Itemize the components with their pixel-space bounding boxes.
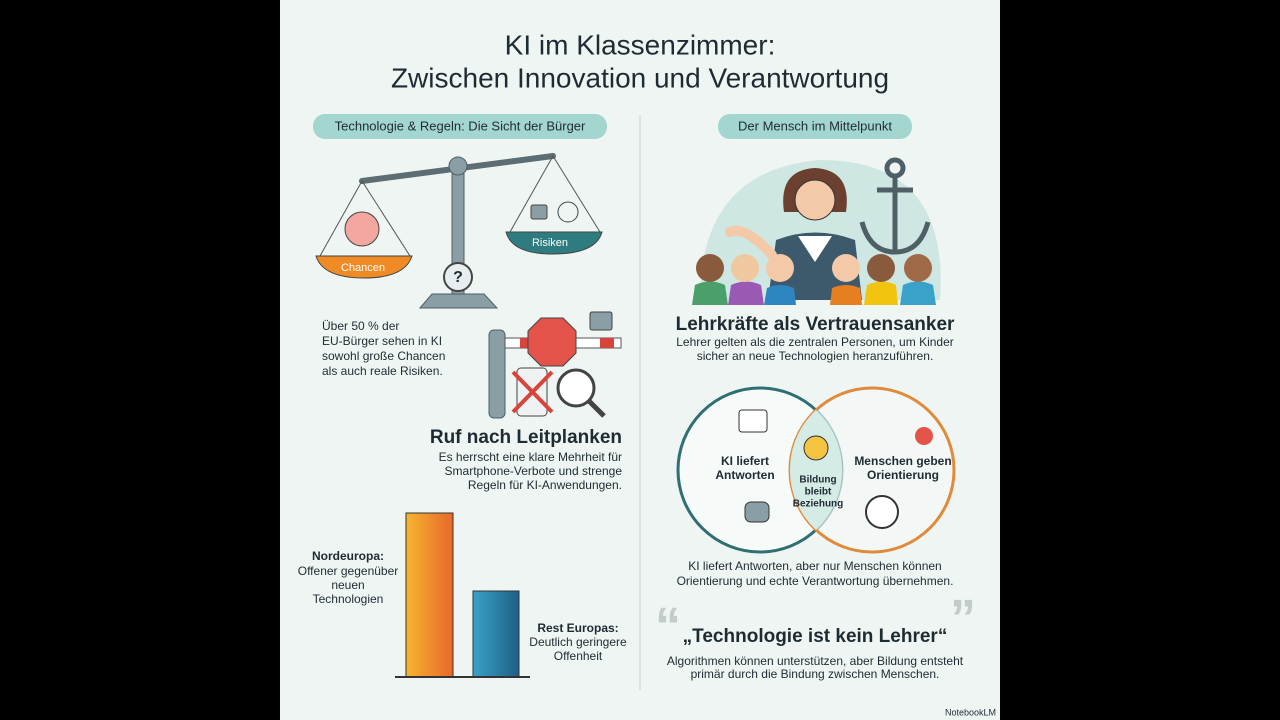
svg-text:?: ? xyxy=(453,269,463,286)
title: Zwischen Innovation und Verantwortung xyxy=(391,62,889,93)
venn-label: bleibt xyxy=(805,487,832,498)
scale-label: Chancen xyxy=(341,262,385,274)
teacher-illustration xyxy=(692,157,941,305)
pill xyxy=(313,114,607,139)
body-text: KI liefert Antworten, aber nur Menschen … xyxy=(688,559,941,573)
svg-text:”: ” xyxy=(950,590,976,648)
body-text: primär durch die Bindung zwischen Mensch… xyxy=(691,667,940,681)
heading: Lehrkräfte als Vertrauensanker xyxy=(676,314,955,335)
bar-text: neuen xyxy=(331,578,364,592)
scale-illustration: ? xyxy=(315,153,603,309)
footer: NotebookLM xyxy=(945,707,996,717)
scale-label: Risiken xyxy=(532,237,568,249)
venn-label: Orientierung xyxy=(867,468,939,482)
bar-label: Nordeuropa: xyxy=(312,549,384,563)
body-text: Es herrscht eine klare Mehrheit für xyxy=(439,450,622,464)
body-text: Lehrer gelten als die zentralen Personen… xyxy=(676,335,954,349)
stat-text: als auch reale Risiken. xyxy=(322,364,443,378)
barrier-illustration xyxy=(488,311,622,419)
bar-text: Offenheit xyxy=(554,649,603,663)
body-text: Algorithmen können unterstützen, aber Bi… xyxy=(667,654,964,668)
venn-label: KI liefert xyxy=(721,454,769,468)
quote-marks: “ ” xyxy=(655,590,976,656)
bar-text: Offener gegenüber xyxy=(298,564,399,578)
title: KI im Klassenzimmer: xyxy=(505,29,776,60)
stat-text: Über 50 % der xyxy=(322,319,399,333)
heading: Ruf nach Leitplanken xyxy=(430,427,622,448)
pill xyxy=(718,114,912,139)
body-text: Regeln für KI-Anwendungen. xyxy=(468,478,622,492)
pill-label: Der Mensch im Mittelpunkt xyxy=(738,118,892,133)
stat-text: EU-Bürger sehen in KI xyxy=(322,334,442,348)
quote-heading: „Technologie ist kein Lehrer“ xyxy=(683,626,948,647)
body-text: sicher an neue Technologien heranzuführe… xyxy=(697,349,934,363)
pill-label: Technologie & Regeln: Die Sicht der Bürg… xyxy=(335,118,586,133)
svg-text:“: “ xyxy=(655,598,681,656)
stat-text: sowohl große Chancen xyxy=(322,349,445,363)
bar xyxy=(472,590,520,678)
bar-label: Rest Europas: xyxy=(537,621,618,635)
bar-text: Deutlich geringere xyxy=(529,635,627,649)
venn-label: Menschen geben xyxy=(854,454,951,468)
venn-label: Bildung xyxy=(799,475,836,486)
venn-label: Antworten xyxy=(715,468,774,482)
venn-label: Beziehung xyxy=(793,499,844,510)
bar xyxy=(405,512,454,678)
venn-diagram xyxy=(676,386,956,554)
body-text: Orientierung und echte Verantwortung übe… xyxy=(677,574,954,588)
body-text: Smartphone-Verbote und strenge xyxy=(445,464,623,478)
bar-text: Technologien xyxy=(313,592,384,606)
